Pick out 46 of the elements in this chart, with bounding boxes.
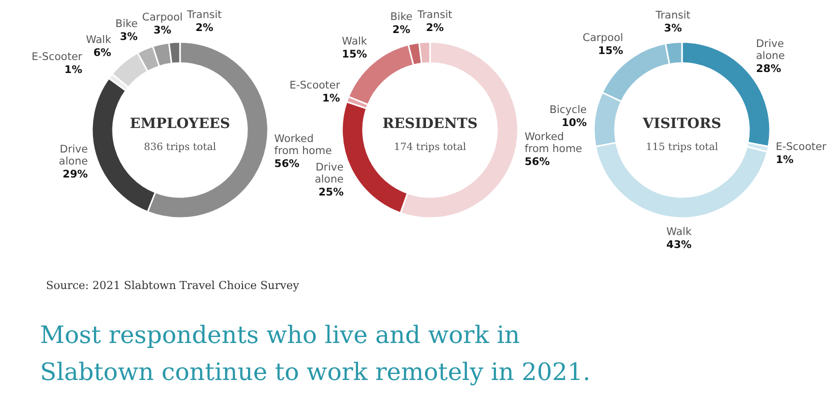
slice-label: Walk [342, 36, 368, 48]
slice-label: Bike [390, 10, 412, 23]
data-label: 2% [195, 22, 214, 34]
slice-label: Transit [186, 9, 222, 22]
data-label: 43% [666, 238, 692, 251]
data-label: 2% [426, 22, 444, 34]
source-note: Source: 2021 Slabtown Travel Choice Survey [46, 279, 300, 292]
slice-label: Walk [86, 34, 112, 46]
slice-label: Worked from home [274, 132, 332, 157]
slice-label: Transit [416, 9, 452, 22]
data-label: 6% [93, 46, 112, 59]
data-label: 3% [120, 30, 138, 43]
slice-label: Carpool [142, 12, 183, 24]
slice-label: Walk [666, 226, 692, 238]
slice-label: Bicycle [549, 104, 587, 116]
text: 836 trips total [144, 142, 216, 153]
data-label: 1% [322, 92, 341, 105]
data-label: 28% [756, 63, 782, 76]
data-label: 1% [776, 154, 794, 166]
data-label: 56% [274, 158, 300, 170]
data-label: 56% [524, 156, 550, 168]
text: RESIDENTS [382, 116, 478, 132]
text: Most respondents who live and work in Slabtown continue to work remotely in 2021. [40, 321, 590, 386]
text: 174 trips total [394, 142, 466, 153]
text: EMPLOYEES [130, 116, 230, 132]
slice-label: Drive alone [314, 161, 344, 186]
slice-label: Bike [115, 18, 138, 30]
data-label: 10% [562, 116, 588, 129]
data-label: 25% [318, 186, 344, 198]
slice-label: E-Scooter [776, 141, 827, 154]
data-label: 1% [64, 64, 83, 76]
slice-label: Worked from home [524, 130, 582, 155]
data-label: 29% [62, 168, 88, 180]
slice-label: Carpool [582, 32, 624, 44]
slice-label: E-Scooter [32, 51, 83, 63]
data-label: 15% [598, 44, 624, 57]
data-label: 15% [342, 48, 368, 61]
text: 115 trips total [646, 142, 718, 153]
slice-label: Drive alone [58, 143, 88, 168]
slice-label: Transit [654, 9, 690, 22]
slice-label: Drive alone [756, 38, 785, 62]
slice-label: E-Scooter [289, 80, 341, 92]
data-label: 3% [664, 22, 682, 34]
text: VISITORS [642, 116, 722, 132]
data-label: 2% [392, 24, 411, 36]
data-label: 3% [154, 24, 172, 37]
